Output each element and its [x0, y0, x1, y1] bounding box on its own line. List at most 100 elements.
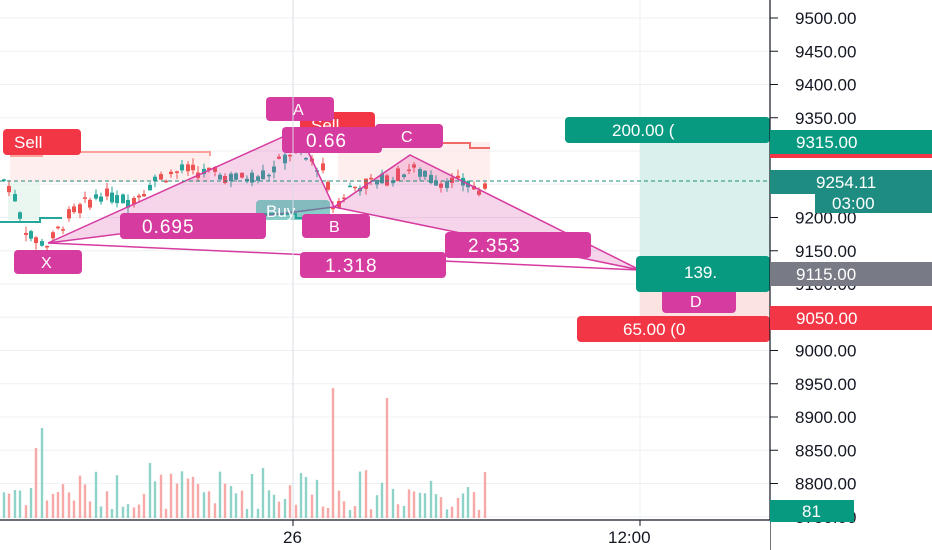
candle-body: [304, 157, 308, 160]
volume-bar: [169, 473, 173, 518]
time-label-26: 26: [283, 528, 302, 547]
stop-price-tag[interactable]: 9050.00: [770, 306, 932, 330]
candle-body: [159, 174, 163, 180]
volume-bar: [321, 506, 325, 518]
volume-bar: [315, 479, 319, 518]
volume-bar: [24, 505, 28, 518]
svg-text:9050.00: 9050.00: [796, 309, 857, 328]
svg-text:B: B: [329, 219, 340, 236]
candle-body: [456, 175, 460, 179]
volume-bar: [375, 495, 379, 518]
volume-bar: [18, 490, 22, 518]
candle-body: [164, 180, 168, 183]
volume-bar: [88, 501, 92, 518]
svg-text:0.66: 0.66: [306, 131, 347, 152]
candle-body: [412, 164, 416, 168]
point-label-x[interactable]: X: [14, 250, 82, 274]
volume-bar: [385, 398, 389, 518]
candle-body: [439, 183, 443, 188]
volume-bar: [240, 490, 244, 518]
point-label-b[interactable]: B: [302, 214, 370, 238]
stop-label[interactable]: 65.00 (0: [577, 316, 770, 342]
ratio-label-xd[interactable]: 1.318: [300, 252, 446, 278]
volume-bar: [288, 485, 292, 518]
volume-bar: [423, 493, 427, 518]
volume-tag[interactable]: 81: [770, 500, 854, 522]
price-axis[interactable]: [770, 0, 932, 520]
volume-bar: [353, 506, 357, 518]
candle-body: [348, 185, 352, 188]
candle-body: [450, 177, 454, 183]
volume-bar: [337, 490, 341, 518]
candle-body: [234, 173, 238, 180]
candle-body: [13, 194, 17, 202]
volume-bar: [450, 506, 454, 518]
candle-body: [110, 192, 114, 203]
volume-bar: [159, 474, 163, 518]
countdown-tag[interactable]: 03:00: [815, 193, 932, 213]
volume-bar: [304, 476, 308, 518]
volume-bar: [83, 484, 87, 518]
sell-signal-left[interactable]: Sell: [3, 129, 81, 155]
volume-bar: [294, 504, 298, 518]
candle-body: [402, 174, 406, 178]
volume-bar: [67, 492, 71, 518]
price-tick-label: 9400.00: [795, 76, 856, 95]
entry-label[interactable]: 139.: [636, 256, 770, 292]
candle-body: [229, 173, 233, 182]
candle-body: [115, 195, 119, 204]
volume-bar: [13, 490, 17, 518]
sell-label: Sell: [14, 133, 42, 152]
svg-text:9254.11: 9254.11: [816, 173, 876, 192]
ratio-label-bcd[interactable]: 2.353: [445, 232, 591, 258]
volume-bar: [153, 481, 157, 518]
volume-bar: [407, 489, 411, 518]
candle-body: [380, 173, 384, 184]
candle-body: [67, 209, 71, 219]
volume-bar: [196, 483, 200, 518]
svg-text:D: D: [690, 294, 702, 311]
time-axis[interactable]: [0, 520, 770, 550]
volume-bar: [191, 476, 195, 518]
volume-bar: [267, 490, 271, 518]
volume-bar: [126, 504, 130, 518]
point-label-c[interactable]: C: [375, 124, 443, 148]
svg-text:0.695: 0.695: [142, 217, 195, 238]
price-tick-label: 8850.00: [795, 441, 856, 460]
ratio-label-xab[interactable]: 0.695: [120, 213, 266, 239]
volume-bar: [45, 500, 49, 518]
volume-bar: [477, 509, 481, 518]
candle-body: [364, 178, 368, 189]
point-label-a[interactable]: A: [266, 97, 334, 121]
point-label-d[interactable]: D: [662, 289, 736, 313]
candle-body: [326, 181, 330, 190]
target-label[interactable]: 200.00 (: [565, 117, 770, 143]
stop-line-tag-accent: [770, 154, 932, 158]
candle-body: [267, 174, 271, 177]
price-tick-label: 9350.00: [795, 109, 856, 128]
candle-body: [250, 172, 254, 183]
volume-bar: [418, 492, 422, 518]
svg-text:9315.00: 9315.00: [796, 133, 857, 152]
volume-bar: [256, 508, 260, 518]
candle-body: [423, 170, 427, 177]
target-price-tag[interactable]: 9315.00: [770, 130, 932, 154]
volume-bars: [2, 388, 487, 518]
price-tick-label: 9150.00: [795, 242, 856, 261]
volume-bar: [348, 509, 352, 518]
price-tick-label: 8900.00: [795, 408, 856, 427]
price-tick-label: 8800.00: [795, 475, 856, 494]
candle-body: [40, 241, 44, 246]
target-zone: [640, 142, 770, 275]
volume-bar: [466, 487, 470, 518]
volume-bar: [234, 493, 238, 518]
entry-price-tag[interactable]: 9115.00: [770, 262, 932, 286]
last-price-tag[interactable]: 9254.11: [770, 170, 932, 194]
candle-body: [272, 166, 276, 173]
candle-body: [191, 164, 195, 171]
ratio-label-abc[interactable]: 0.66: [282, 127, 382, 153]
volume-bar: [213, 503, 217, 518]
svg-text:139.: 139.: [684, 263, 717, 282]
